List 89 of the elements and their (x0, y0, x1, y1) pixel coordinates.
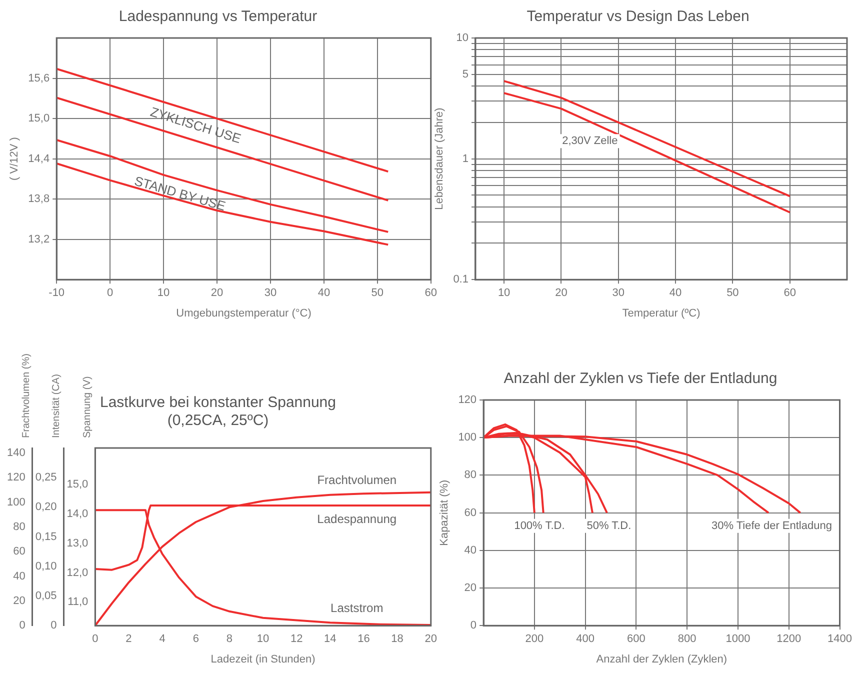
y-axis-title: Lebensdauer (Jahre) (434, 108, 446, 210)
y-tick-label: 80 (13, 520, 26, 533)
x-tick-label: 10 (157, 287, 170, 300)
x-axis-title: Anzahl der Zyklen (Zyklen) (596, 653, 728, 666)
x-tick-label: 4 (159, 633, 166, 646)
x-tick-label: 30 (264, 287, 277, 300)
chart-title: Lastkurve bei konstanter Spannung (100, 394, 336, 412)
y-tick-label: 100 (458, 432, 477, 444)
x-tick-label: 1000 (726, 633, 750, 646)
x-tick-label: 20 (210, 287, 224, 300)
x-tick-label: 20 (424, 633, 438, 646)
x-tick-label: 50 (726, 287, 739, 300)
y-tick-label: 1 (462, 152, 468, 165)
y-tick-label: 100 (6, 496, 26, 508)
x-tick-label: 0 (92, 633, 98, 646)
y-tick-label: 13,8 (28, 193, 50, 206)
y-tick-label: 120 (458, 394, 477, 406)
y-tick-label: 0.1 (453, 274, 468, 286)
y2-axis-title: Intensität (CA) (50, 374, 62, 438)
y3-tick-label: 14,0 (66, 508, 88, 520)
y-tick-label: 0 (470, 620, 477, 632)
y-tick-label: 60 (464, 506, 477, 519)
y-tick-label: 15,0 (28, 112, 50, 125)
y-tick-label: 13,2 (28, 233, 50, 246)
y-tick-label: 20 (464, 582, 477, 594)
x-tick-label: 1200 (776, 633, 802, 646)
y2-tick-label: 0,25 (35, 472, 57, 484)
y3-tick-label: 15,0 (66, 478, 88, 491)
chart-title: Anzahl der Zyklen vs Tiefe der Entladung (504, 370, 778, 388)
y3-axis-title: Spannung (V) (82, 376, 94, 438)
chart-title: Ladespannung vs Temperatur (118, 8, 318, 26)
y2-tick-label: 0,20 (35, 501, 57, 514)
x-tick-label: 10 (256, 633, 270, 646)
x-tick-label: 60 (784, 287, 796, 300)
x-tick-label: -10 (48, 287, 65, 300)
y-axis-title: Frachtvolumen (%) (20, 354, 32, 438)
y-tick-label: 10 (456, 32, 468, 44)
y2-tick-label: 0,05 (35, 590, 57, 602)
x-tick-label: 60 (424, 287, 438, 300)
y-tick-label: 80 (464, 469, 477, 482)
y3-tick-label: 13,0 (66, 537, 88, 550)
x-tick-label: 40 (318, 287, 330, 300)
series-label: Frachtvolumen (317, 472, 397, 487)
chart-title: Temperatur vs Design Das Leben (526, 8, 750, 26)
x-axis-title: Umgebungstemperatur (°C) (176, 307, 312, 320)
annotation: STAND BY USE (132, 173, 228, 214)
y-tick-label: 15,6 (28, 72, 50, 84)
annotation: 100% T.D. (514, 520, 565, 532)
y-tick-label: 14,4 (28, 152, 50, 165)
series-label: Ladespannung (317, 512, 397, 526)
x-tick-label: 18 (391, 633, 404, 646)
x-tick-label: 50 (371, 287, 384, 300)
x-tick-label: 800 (678, 633, 696, 646)
x-tick-label: 30 (612, 287, 625, 300)
y2-tick-label: 0,10 (35, 560, 57, 572)
x-tick-label: 2 (126, 633, 132, 646)
annotation: 2,30V Zelle (562, 135, 618, 148)
y-tick-label: 140 (6, 446, 26, 459)
y-tick-label: 40 (464, 544, 477, 556)
annotation: 50% T.D. (586, 520, 632, 532)
x-axis-title: Temperatur (ºC) (622, 307, 700, 320)
x-tick-label: 0 (107, 287, 114, 300)
y-axis-title: ( V/12V ) (8, 137, 21, 181)
y-axis-title: Kapazität (%) (438, 480, 451, 546)
x-tick-label: 40 (669, 287, 682, 300)
y-tick-label: 5 (462, 68, 468, 80)
y-tick-label: 60 (13, 546, 26, 558)
x-tick-label: 8 (226, 633, 233, 646)
annotation: 30% Tiefe der Entladung (711, 520, 832, 532)
x-tick-label: 600 (627, 633, 646, 646)
y-tick-label: 20 (13, 594, 26, 607)
x-tick-label: 400 (576, 633, 595, 646)
x-axis-title: Ladezeit (in Stunden) (210, 653, 316, 666)
x-tick-label: 200 (525, 633, 544, 646)
y3-tick-label: 12,0 (66, 566, 88, 579)
y-tick-label: 120 (6, 472, 26, 484)
y-tick-label: 40 (13, 570, 26, 582)
chart-subtitle: (0,25CA, 25ºC) (167, 412, 269, 430)
x-tick-label: 1400 (828, 633, 852, 646)
x-tick-label: 10 (498, 287, 510, 300)
y3-tick-label: 11,0 (68, 596, 88, 608)
x-tick-label: 12 (290, 633, 303, 646)
x-tick-label: 20 (555, 287, 568, 300)
series-label: Laststrom (330, 601, 384, 616)
x-tick-label: 6 (192, 633, 199, 646)
y2-tick-label: 0,15 (35, 530, 57, 543)
x-tick-label: 16 (358, 633, 370, 646)
x-tick-label: 14 (324, 633, 336, 646)
y-tick-label: 0 (19, 620, 26, 632)
